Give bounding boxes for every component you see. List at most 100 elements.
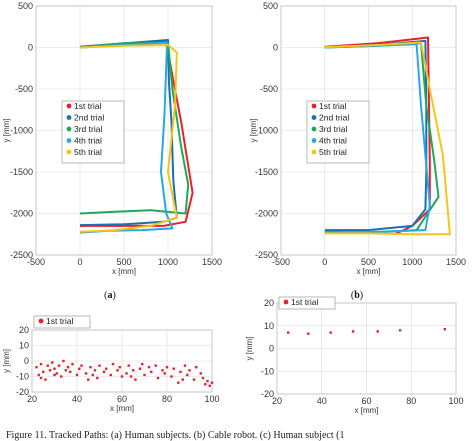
x-tick-label: 20	[27, 394, 37, 404]
y-tick-label: -20	[16, 387, 29, 397]
data-point	[129, 375, 133, 378]
data-point	[39, 362, 43, 366]
legend-marker	[311, 115, 317, 120]
x-tick-label: 100	[204, 394, 219, 404]
legend-marker	[66, 103, 72, 109]
x-tick-label: 0	[322, 257, 327, 267]
legend-marker	[311, 149, 317, 155]
data-point	[66, 366, 70, 369]
data-point	[201, 376, 205, 380]
data-point	[161, 369, 164, 372]
data-point	[165, 366, 169, 369]
data-point	[188, 369, 191, 372]
y-tick-label: 0	[273, 43, 278, 53]
y-tick-label: -1000	[10, 126, 33, 136]
data-point	[443, 327, 447, 331]
data-point	[210, 381, 214, 384]
y-tick-label: -1500	[255, 167, 278, 177]
y-tick-label: -500	[260, 84, 278, 94]
data-point	[35, 366, 38, 369]
x-tick-label: 1500	[446, 257, 466, 267]
y-tick-label: 0	[28, 43, 33, 53]
data-point	[199, 372, 202, 375]
x-tick-label: 1500	[202, 257, 222, 267]
data-point	[51, 361, 54, 364]
data-point	[46, 364, 49, 367]
x-tick-label: 500	[361, 257, 376, 267]
series-line-4	[79, 41, 174, 234]
x-tick-label: 40	[72, 394, 82, 404]
legend-label: 1st trial	[291, 297, 319, 307]
data-point	[183, 364, 187, 367]
y-tick-label: 20	[19, 325, 29, 335]
data-point	[143, 373, 146, 377]
data-point	[91, 373, 94, 377]
data-point	[204, 383, 207, 386]
data-point	[125, 372, 128, 375]
data-point	[98, 364, 101, 367]
y-tick-label: -10	[16, 372, 29, 382]
legend-label: 5th trial	[74, 147, 102, 157]
x-axis-label: x [mm]	[355, 406, 379, 415]
data-point	[127, 364, 130, 367]
panel-label: (a)	[104, 290, 116, 301]
panel-c: 20 40 60 80 100 -20 -10 0 10 20 x [mm] y [mm] 1st tr…	[2, 315, 220, 413]
x-tick-label: 1000	[402, 257, 422, 267]
data-point	[206, 379, 209, 383]
y-axis-label: y [mm]	[2, 119, 11, 143]
data-point	[53, 367, 56, 370]
legend-box	[61, 100, 125, 164]
data-point	[80, 364, 83, 367]
data-point	[134, 378, 137, 381]
data-point	[48, 369, 52, 372]
x-tick-label: 20	[272, 396, 282, 406]
data-point	[37, 373, 40, 377]
series-line-2	[79, 39, 178, 227]
legend-marker	[283, 299, 289, 305]
data-point	[53, 373, 56, 377]
data-point	[170, 375, 173, 378]
legend-marker	[38, 318, 44, 324]
legend-label: 2nd trial	[74, 113, 104, 123]
legend-box	[306, 100, 370, 164]
y-axis-label: y [mm]	[2, 349, 11, 373]
y-tick-label: 500	[18, 1, 33, 11]
series-line-4	[324, 43, 431, 234]
legend-label: 4th trial	[74, 136, 102, 146]
data-point	[118, 366, 121, 369]
y-tick-label: -10	[261, 366, 274, 376]
panel-a: -500 0 500 1000 1500 -2500 -2000 -1500 -1000 -500…	[2, 1, 222, 301]
data-point	[89, 366, 92, 369]
data-point	[150, 370, 153, 374]
legend-marker	[311, 138, 317, 143]
data-point	[376, 330, 379, 333]
y-tick-label: 10	[19, 341, 29, 351]
legend-marker	[66, 126, 72, 132]
legend-label: 1st trial	[46, 316, 74, 326]
data-point	[71, 362, 74, 366]
y-tick-label: 0	[269, 344, 274, 354]
data-point	[307, 332, 310, 335]
data-point	[102, 370, 106, 374]
y-tick-label: -1500	[10, 167, 33, 177]
data-point	[398, 329, 402, 332]
x-tick-label: 40	[317, 396, 327, 406]
data-point	[105, 367, 108, 370]
y-tick-label: -2500	[255, 250, 278, 260]
y-axis-label: y [mm]	[249, 119, 258, 143]
data-point	[147, 366, 151, 369]
data-point	[286, 331, 290, 334]
data-point	[141, 362, 144, 366]
data-point	[208, 384, 211, 387]
panel-b: -500 0 500 1000 1500 -2500 -2000 -1500 -1000 -500…	[249, 1, 466, 301]
y-tick-label: 0	[24, 356, 29, 366]
y-tick-label: 10	[264, 321, 274, 331]
y-tick-label: -20	[261, 389, 274, 399]
x-tick-label: 0	[77, 257, 82, 267]
data-point	[111, 362, 115, 366]
data-point	[186, 373, 189, 377]
panel-d: 20 40 60 80 100 -20 -10 0 10 20 x [mm] y [mm] 1st tr…	[245, 296, 464, 415]
figure-caption: Figure 11. Tracked Paths: (a) Human subj…	[6, 430, 344, 441]
data-point	[179, 370, 182, 374]
